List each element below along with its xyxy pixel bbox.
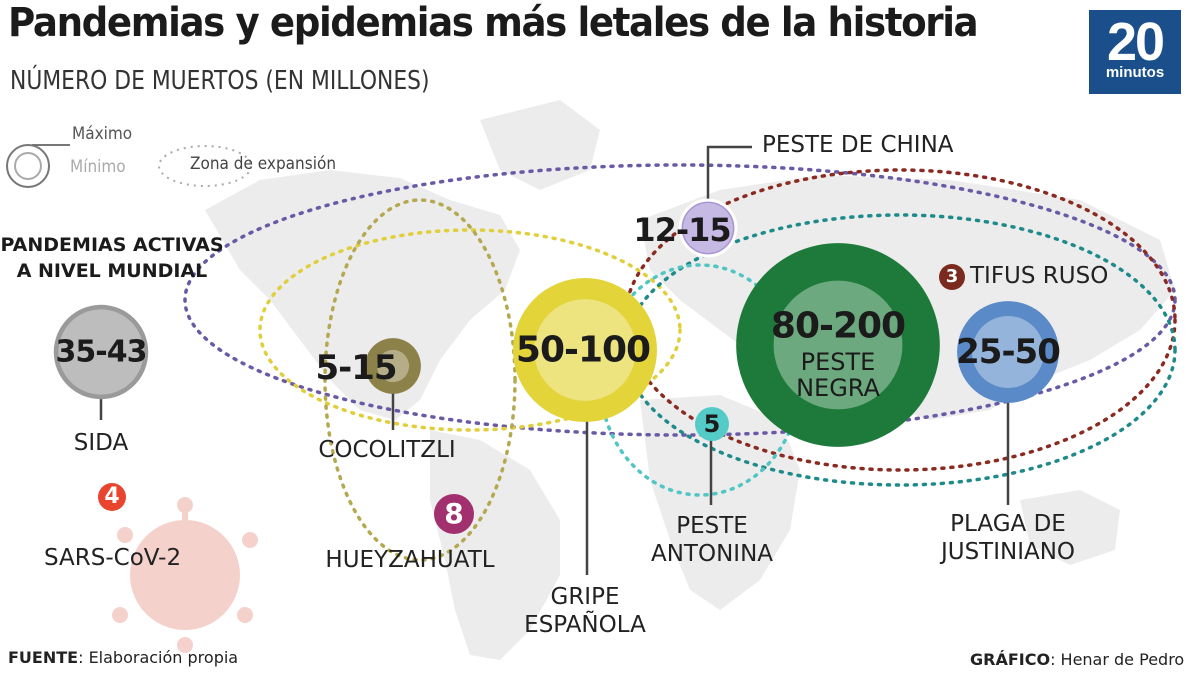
active-heading-line2: A NIVEL MUNDIAL [16,260,208,282]
value-sida: 35-43 [55,334,148,370]
logo-word: minutos [1105,64,1165,81]
source-value: : Elaboración propia [78,648,239,667]
virus-illustration [112,497,258,653]
zone-gripe [258,228,682,432]
label-china: PESTE DE CHINA [762,132,954,158]
label-justiniano: PLAGA DE JUSTINIANO [941,510,1075,566]
legend-zone-label: Zona de expansión [190,154,337,174]
source-credit: FUENTE: Elaboración propia [8,648,238,667]
value-cocolitzli: 5-15 [315,348,397,388]
bubble-min-plaga-de-justiniano [972,316,1044,388]
label-gripe: GRIPE ESPAÑOLA [524,583,646,639]
legend-max-circle [6,144,50,188]
label-gripe-line2: ESPAÑOLA [524,612,646,638]
label-hueyzahuatl: HUEYZAHUATL [325,547,495,573]
label-tifus: TIFUS RUSO [970,263,1109,289]
label-sars: SARS-CoV-2 [44,545,182,571]
credit-key: GRÁFICO [970,650,1051,669]
legend-zone-ellipse [158,145,252,187]
label-antonina-line1: PESTE [676,513,748,539]
label-negra-line1: PESTE [800,348,876,376]
value-justiniano: 25-50 [956,332,1061,372]
legend-icons [6,144,252,188]
legend-max-label: Máximo [72,124,133,144]
label-cocolitzli: COCOLITZLI [318,437,456,463]
page-title: Pandemias y epidemias más letales de la … [8,0,979,46]
active-heading-line1: PANDEMIAS ACTIVAS [0,234,224,256]
active-pandemics-heading: PANDEMIAS ACTIVAS A NIVEL MUNDIAL [1,232,224,284]
label-sida: SIDA [73,430,129,456]
value-negra: 80-200 [770,305,906,347]
bubble-min-peste-negra [773,280,903,410]
label-peste-negra: PESTE NEGRA [796,349,880,401]
value-gripe: 50-100 [515,329,651,371]
bubble-min-peste-de-china [683,203,733,253]
graphic-credit: GRÁFICO: Henar de Pedro [970,650,1184,669]
page-subtitle: NÚMERO DE MUERTOS (EN MILLONES) [10,66,430,96]
source-key: FUENTE [8,648,79,667]
bubble-min-gripe-espa-ola [534,299,636,401]
zone-cocolitzli [323,198,517,562]
label-justiniano-line2: JUSTINIANO [940,539,1076,565]
zone-peste-china [183,163,1177,437]
bubble-min-sida [58,309,144,395]
legend-min-label: Mínimo [70,157,126,177]
label-gripe-line1: GRIPE [550,584,620,610]
logo-number: 20 [1106,12,1165,72]
value-china: 12-15 [633,211,731,249]
label-antonina: PESTE ANTONINA [651,512,773,568]
credit-value: : Henar de Pedro [1050,650,1185,669]
badge-tifus: 3 [939,264,965,290]
brand-logo: 20 minutos [1089,10,1181,94]
badge-sars: 4 [98,483,126,511]
label-justiniano-line1: PLAGA DE [950,511,1066,537]
badge-hueyzahuatl: 8 [434,494,474,534]
zone-tifus [623,168,1177,472]
badge-antonina: 5 [695,407,729,441]
bubbles [53,198,1059,447]
label-antonina-line2: ANTONINA [650,541,774,567]
zone-peste-negra [623,213,1177,487]
legend-min-circle [14,152,42,180]
label-negra-line2: NEGRA [796,374,880,402]
bubble-min-cocolitzli [376,349,410,383]
